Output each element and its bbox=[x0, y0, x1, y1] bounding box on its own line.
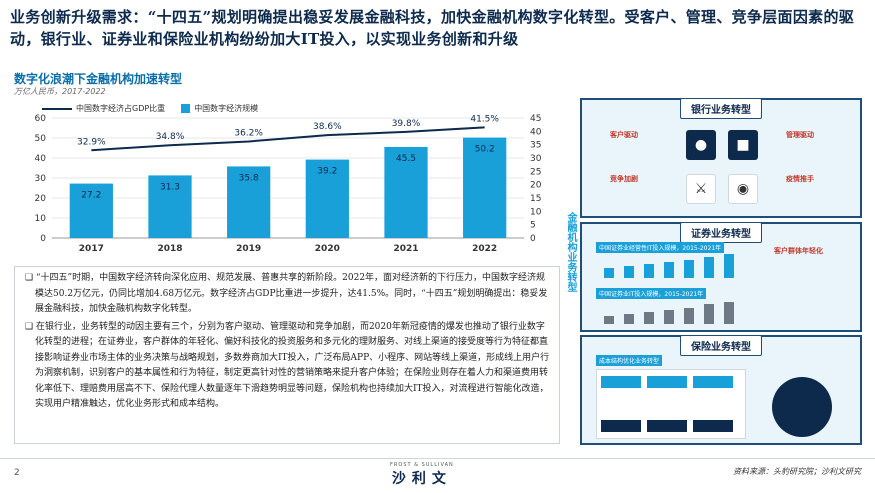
insurance-diagram bbox=[596, 369, 746, 439]
y-left-tick-label: 50 bbox=[35, 134, 47, 144]
bar bbox=[69, 183, 113, 238]
y-left-tick-label: 30 bbox=[35, 174, 47, 184]
x-tick-label: 2017 bbox=[79, 244, 104, 254]
driver-competition: 竞争加剧 bbox=[610, 175, 638, 183]
insurance-hub-circle bbox=[772, 377, 832, 437]
y-right-tick-label: 30 bbox=[530, 154, 542, 164]
y-left-tick-label: 60 bbox=[35, 114, 47, 124]
y-right-tick-label: 40 bbox=[530, 127, 542, 137]
bar-value-label: 31.3 bbox=[160, 182, 180, 192]
securities-note: 客户群体年轻化 bbox=[774, 247, 823, 255]
y-right-tick-label: 20 bbox=[530, 181, 542, 191]
driver-pandemic: 疫情推手 bbox=[786, 175, 814, 183]
bar bbox=[227, 166, 271, 238]
securities-panel-title: 证券业务转型 bbox=[680, 222, 762, 243]
body-text-box: ❑ “十四五”时期，中国数字经济转向深化应用、规范发展、普惠共享的新阶段。202… bbox=[14, 266, 560, 444]
insurance-panel: 保险业务转型 成本结构优化业务转型 bbox=[580, 335, 862, 445]
bar-value-label: 39.2 bbox=[317, 167, 337, 177]
y-left-tick-label: 20 bbox=[35, 194, 47, 204]
y-right-tick-label: 5 bbox=[530, 221, 536, 231]
virus-icon: ◉ bbox=[728, 174, 758, 204]
bar bbox=[384, 147, 428, 238]
insurance-chart-label: 成本结构优化业务转型 bbox=[596, 355, 663, 366]
body-paragraph-2: ❑ 在银行业，业务转型的动因主要有三个，分别为客户驱动、管理驱动和竞争加剧，而2… bbox=[25, 321, 550, 410]
bar-value-label: 35.8 bbox=[239, 173, 259, 183]
chart-area: 0 10 20 30 40 50 60 0 5 10 15 20 25 30 35 40 45 27.2 2017 3… bbox=[14, 98, 560, 263]
bar-value-label: 45.5 bbox=[396, 154, 416, 164]
x-tick-label: 2022 bbox=[472, 244, 497, 254]
y-left-tick-label: 40 bbox=[35, 154, 47, 164]
source-note: 资料来源：头豹研究院；沙利文研究 bbox=[733, 467, 861, 476]
legend-item-line: 中国数字经济占GDP比重 bbox=[42, 103, 165, 114]
bar bbox=[305, 159, 349, 238]
users-icon: ● bbox=[686, 130, 716, 160]
securities-chart2-label: 中国证券业IT投入规模，2015-2021年 bbox=[596, 288, 707, 299]
y-left-tick-label: 0 bbox=[40, 234, 46, 244]
body-paragraph-1: ❑ “十四五”时期，中国数字经济转向深化应用、规范发展、普惠共享的新阶段。202… bbox=[25, 273, 548, 314]
x-tick-label: 2018 bbox=[157, 244, 182, 254]
chart-subtitle: 万亿人民币，2017-2022 bbox=[14, 87, 106, 96]
line-value-label: 39.8% bbox=[392, 119, 421, 129]
x-tick-label: 2021 bbox=[393, 244, 418, 254]
bar bbox=[463, 137, 507, 238]
y-right-tick-label: 0 bbox=[530, 234, 536, 244]
y-right-tick-label: 35 bbox=[530, 141, 541, 151]
bar-value-label: 50.2 bbox=[475, 145, 495, 155]
chart-legend: 中国数字经济占GDP比重 中国数字经济规模 bbox=[42, 103, 258, 114]
x-tick-label: 2019 bbox=[236, 244, 261, 254]
line-value-label: 41.5% bbox=[470, 114, 499, 124]
y-right-tick-label: 45 bbox=[530, 114, 541, 124]
bar-value-label: 27.2 bbox=[81, 191, 101, 201]
footer-divider bbox=[0, 458, 875, 459]
securities-chart1-label: 中国证券业经营性IT投入规模，2015-2021年 bbox=[596, 242, 725, 253]
manager-icon: ■ bbox=[728, 130, 758, 160]
insurance-panel-title: 保险业务转型 bbox=[680, 335, 762, 356]
bank-panel: 银行业务转型 客户驱动 管理驱动 竞争加剧 疫情推手 ● ■ ⚔ ◉ bbox=[580, 98, 862, 218]
line-value-label: 38.6% bbox=[313, 122, 342, 132]
driver-customer: 客户驱动 bbox=[610, 131, 638, 139]
line-value-label: 34.8% bbox=[156, 132, 185, 142]
bar bbox=[148, 175, 192, 238]
legend-item-bar: 中国数字经济规模 bbox=[181, 103, 258, 114]
y-right-tick-label: 15 bbox=[530, 194, 541, 204]
y-right-tick-label: 25 bbox=[530, 167, 541, 177]
side-vertical-label: 金融机构业务转型 bbox=[565, 212, 576, 292]
brand-logo: FROST & SULLIVAN 沙利文 bbox=[390, 462, 454, 487]
driver-management: 管理驱动 bbox=[786, 131, 814, 139]
x-tick-label: 2020 bbox=[315, 244, 340, 254]
competition-icon: ⚔ bbox=[686, 174, 716, 204]
page-title: 业务创新升级需求：“十四五”规划明确提出稳妥发展金融科技，加快金融机构数字化转型… bbox=[10, 8, 855, 48]
y-right-tick-label: 10 bbox=[530, 207, 542, 217]
line-series bbox=[91, 126, 485, 152]
combo-chart: 0 10 20 30 40 50 60 0 5 10 15 20 25 30 35 40 45 27.2 2017 3… bbox=[35, 114, 542, 254]
line-value-label: 32.9% bbox=[77, 137, 106, 147]
y-left-tick-label: 10 bbox=[35, 214, 47, 224]
securities-panel: 证券业务转型 中国证券业经营性IT投入规模，2015-2021年 中国证券业IT… bbox=[580, 222, 862, 332]
bank-panel-title: 银行业务转型 bbox=[680, 98, 762, 119]
line-value-label: 36.2% bbox=[234, 128, 263, 138]
page-number: 2 bbox=[14, 468, 20, 478]
chart-title: 数字化浪潮下金融机构加速转型 bbox=[14, 72, 183, 86]
